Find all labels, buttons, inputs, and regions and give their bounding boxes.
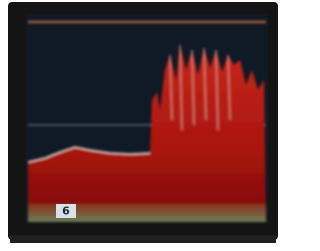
screen-label: 6 [62, 205, 70, 218]
bezel-bottom [10, 235, 276, 243]
monitor-photo: 6 [0, 0, 284, 251]
